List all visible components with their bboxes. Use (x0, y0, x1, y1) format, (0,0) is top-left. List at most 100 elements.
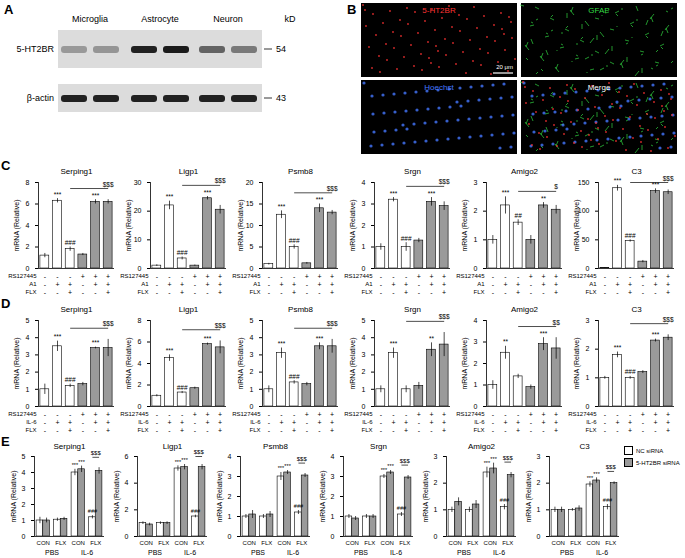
svg-text:0: 0 (138, 403, 142, 410)
svg-text:RS127445: RS127445 (8, 273, 37, 279)
svg-text:0: 0 (474, 403, 478, 410)
svg-text:C3: C3 (579, 442, 590, 451)
svg-text:-: - (604, 411, 607, 418)
svg-text:###: ### (401, 235, 412, 242)
svg-text:-: - (306, 289, 309, 296)
svg-text:mRNA (Relative): mRNA (Relative) (573, 199, 581, 251)
svg-text:FLX: FLX (361, 289, 372, 295)
svg-text:***: *** (502, 189, 510, 196)
svg-text:-: - (44, 419, 47, 426)
svg-text:FLX: FLX (158, 540, 169, 546)
svg-text:-: - (629, 411, 632, 418)
svg-text:FLX: FLX (249, 427, 260, 433)
svg-text:Amigo2: Amigo2 (468, 442, 496, 451)
svg-text:1: 1 (362, 243, 366, 250)
svg-text:8: 8 (26, 179, 30, 186)
svg-text:-: - (392, 427, 395, 434)
svg-text:-: - (504, 289, 507, 296)
svg-text:-: - (94, 427, 97, 434)
svg-text:mRNA (Relative): mRNA (Relative) (125, 199, 133, 251)
svg-text:-: - (268, 273, 271, 280)
svg-text:***: *** (284, 463, 291, 469)
svg-text:+: + (68, 419, 72, 426)
svg-text:mRNA (Relative): mRNA (Relative) (422, 470, 430, 522)
svg-text:5-HT2BR: 5-HT2BR (16, 44, 54, 54)
svg-text:0: 0 (125, 533, 129, 540)
svg-text:-: - (604, 419, 607, 426)
svg-text:50: 50 (582, 236, 590, 243)
svg-text:-: - (156, 281, 159, 288)
svg-text:mRNA (Relative): mRNA (Relative) (349, 337, 357, 389)
svg-text:-: - (168, 411, 171, 418)
svg-text:+: + (292, 419, 296, 426)
svg-text:+: + (666, 427, 670, 434)
svg-text:-: - (168, 289, 171, 296)
svg-text:+: + (317, 281, 321, 288)
svg-text:0: 0 (362, 265, 366, 272)
svg-text:###: ### (603, 497, 613, 503)
svg-text:2: 2 (362, 222, 366, 229)
svg-text:1: 1 (434, 506, 438, 513)
svg-text:FLX: FLX (585, 289, 596, 295)
svg-text:+: + (628, 427, 632, 434)
svg-text:5: 5 (26, 317, 30, 324)
svg-text:+: + (404, 281, 408, 288)
svg-text:Ligp1: Ligp1 (179, 167, 199, 176)
svg-text:***: *** (387, 463, 394, 469)
svg-text:###: ### (177, 249, 188, 256)
svg-text:20: 20 (134, 207, 142, 214)
svg-text:+: + (653, 419, 657, 426)
svg-text:RS127445: RS127445 (568, 273, 597, 279)
svg-text:0: 0 (474, 265, 478, 272)
svg-text:1: 1 (331, 513, 335, 520)
svg-text:3: 3 (22, 485, 26, 492)
svg-text:Psmb8: Psmb8 (288, 305, 313, 314)
svg-text:-: - (293, 273, 296, 280)
svg-text:1: 1 (586, 374, 590, 381)
svg-text:+: + (317, 411, 321, 418)
svg-text:Psmb8: Psmb8 (263, 442, 288, 451)
svg-text:-: - (56, 411, 59, 418)
svg-text:-: - (181, 273, 184, 280)
svg-text:+: + (68, 281, 72, 288)
svg-text:FLX: FLX (296, 540, 307, 546)
svg-text:+: + (666, 411, 670, 418)
svg-text:5: 5 (362, 317, 366, 324)
svg-text:0: 0 (138, 265, 142, 272)
svg-text:-: - (44, 289, 47, 296)
svg-text:+: + (106, 273, 110, 280)
svg-text:kD: kD (285, 14, 297, 24)
svg-text:-: - (280, 411, 283, 418)
svg-text:RS127445: RS127445 (120, 273, 149, 279)
svg-text:***: *** (204, 189, 212, 196)
svg-text:Amigo2: Amigo2 (511, 305, 539, 314)
svg-text:2: 2 (434, 479, 438, 486)
svg-text:+: + (193, 273, 197, 280)
svg-text:+: + (417, 411, 421, 418)
svg-text:150: 150 (578, 179, 590, 186)
svg-text:4: 4 (26, 222, 30, 229)
svg-text:CON: CON (140, 540, 153, 546)
svg-text:1: 1 (250, 386, 254, 393)
svg-text:-: - (430, 427, 433, 434)
svg-text:mRNA (Relative): mRNA (Relative) (13, 337, 21, 389)
svg-text:+: + (279, 281, 283, 288)
svg-text:-: - (280, 273, 283, 280)
svg-text:2: 2 (586, 345, 590, 352)
svg-text:1: 1 (22, 517, 26, 524)
svg-text:mRNA (Relative): mRNA (Relative) (237, 337, 245, 389)
svg-text:+: + (541, 281, 545, 288)
svg-text:+: + (292, 281, 296, 288)
svg-text:-: - (156, 411, 159, 418)
svg-text:+: + (55, 281, 59, 288)
svg-text:0: 0 (228, 533, 232, 540)
svg-text:+: + (404, 427, 408, 434)
svg-text:+: + (218, 427, 222, 434)
svg-text:-: - (430, 289, 433, 296)
svg-text:+: + (218, 281, 222, 288)
svg-text:3: 3 (362, 200, 366, 207)
svg-text:+: + (516, 427, 520, 434)
svg-text:+: + (317, 273, 321, 280)
svg-text:FLX: FLX (467, 540, 478, 546)
svg-text:***: *** (652, 331, 660, 338)
